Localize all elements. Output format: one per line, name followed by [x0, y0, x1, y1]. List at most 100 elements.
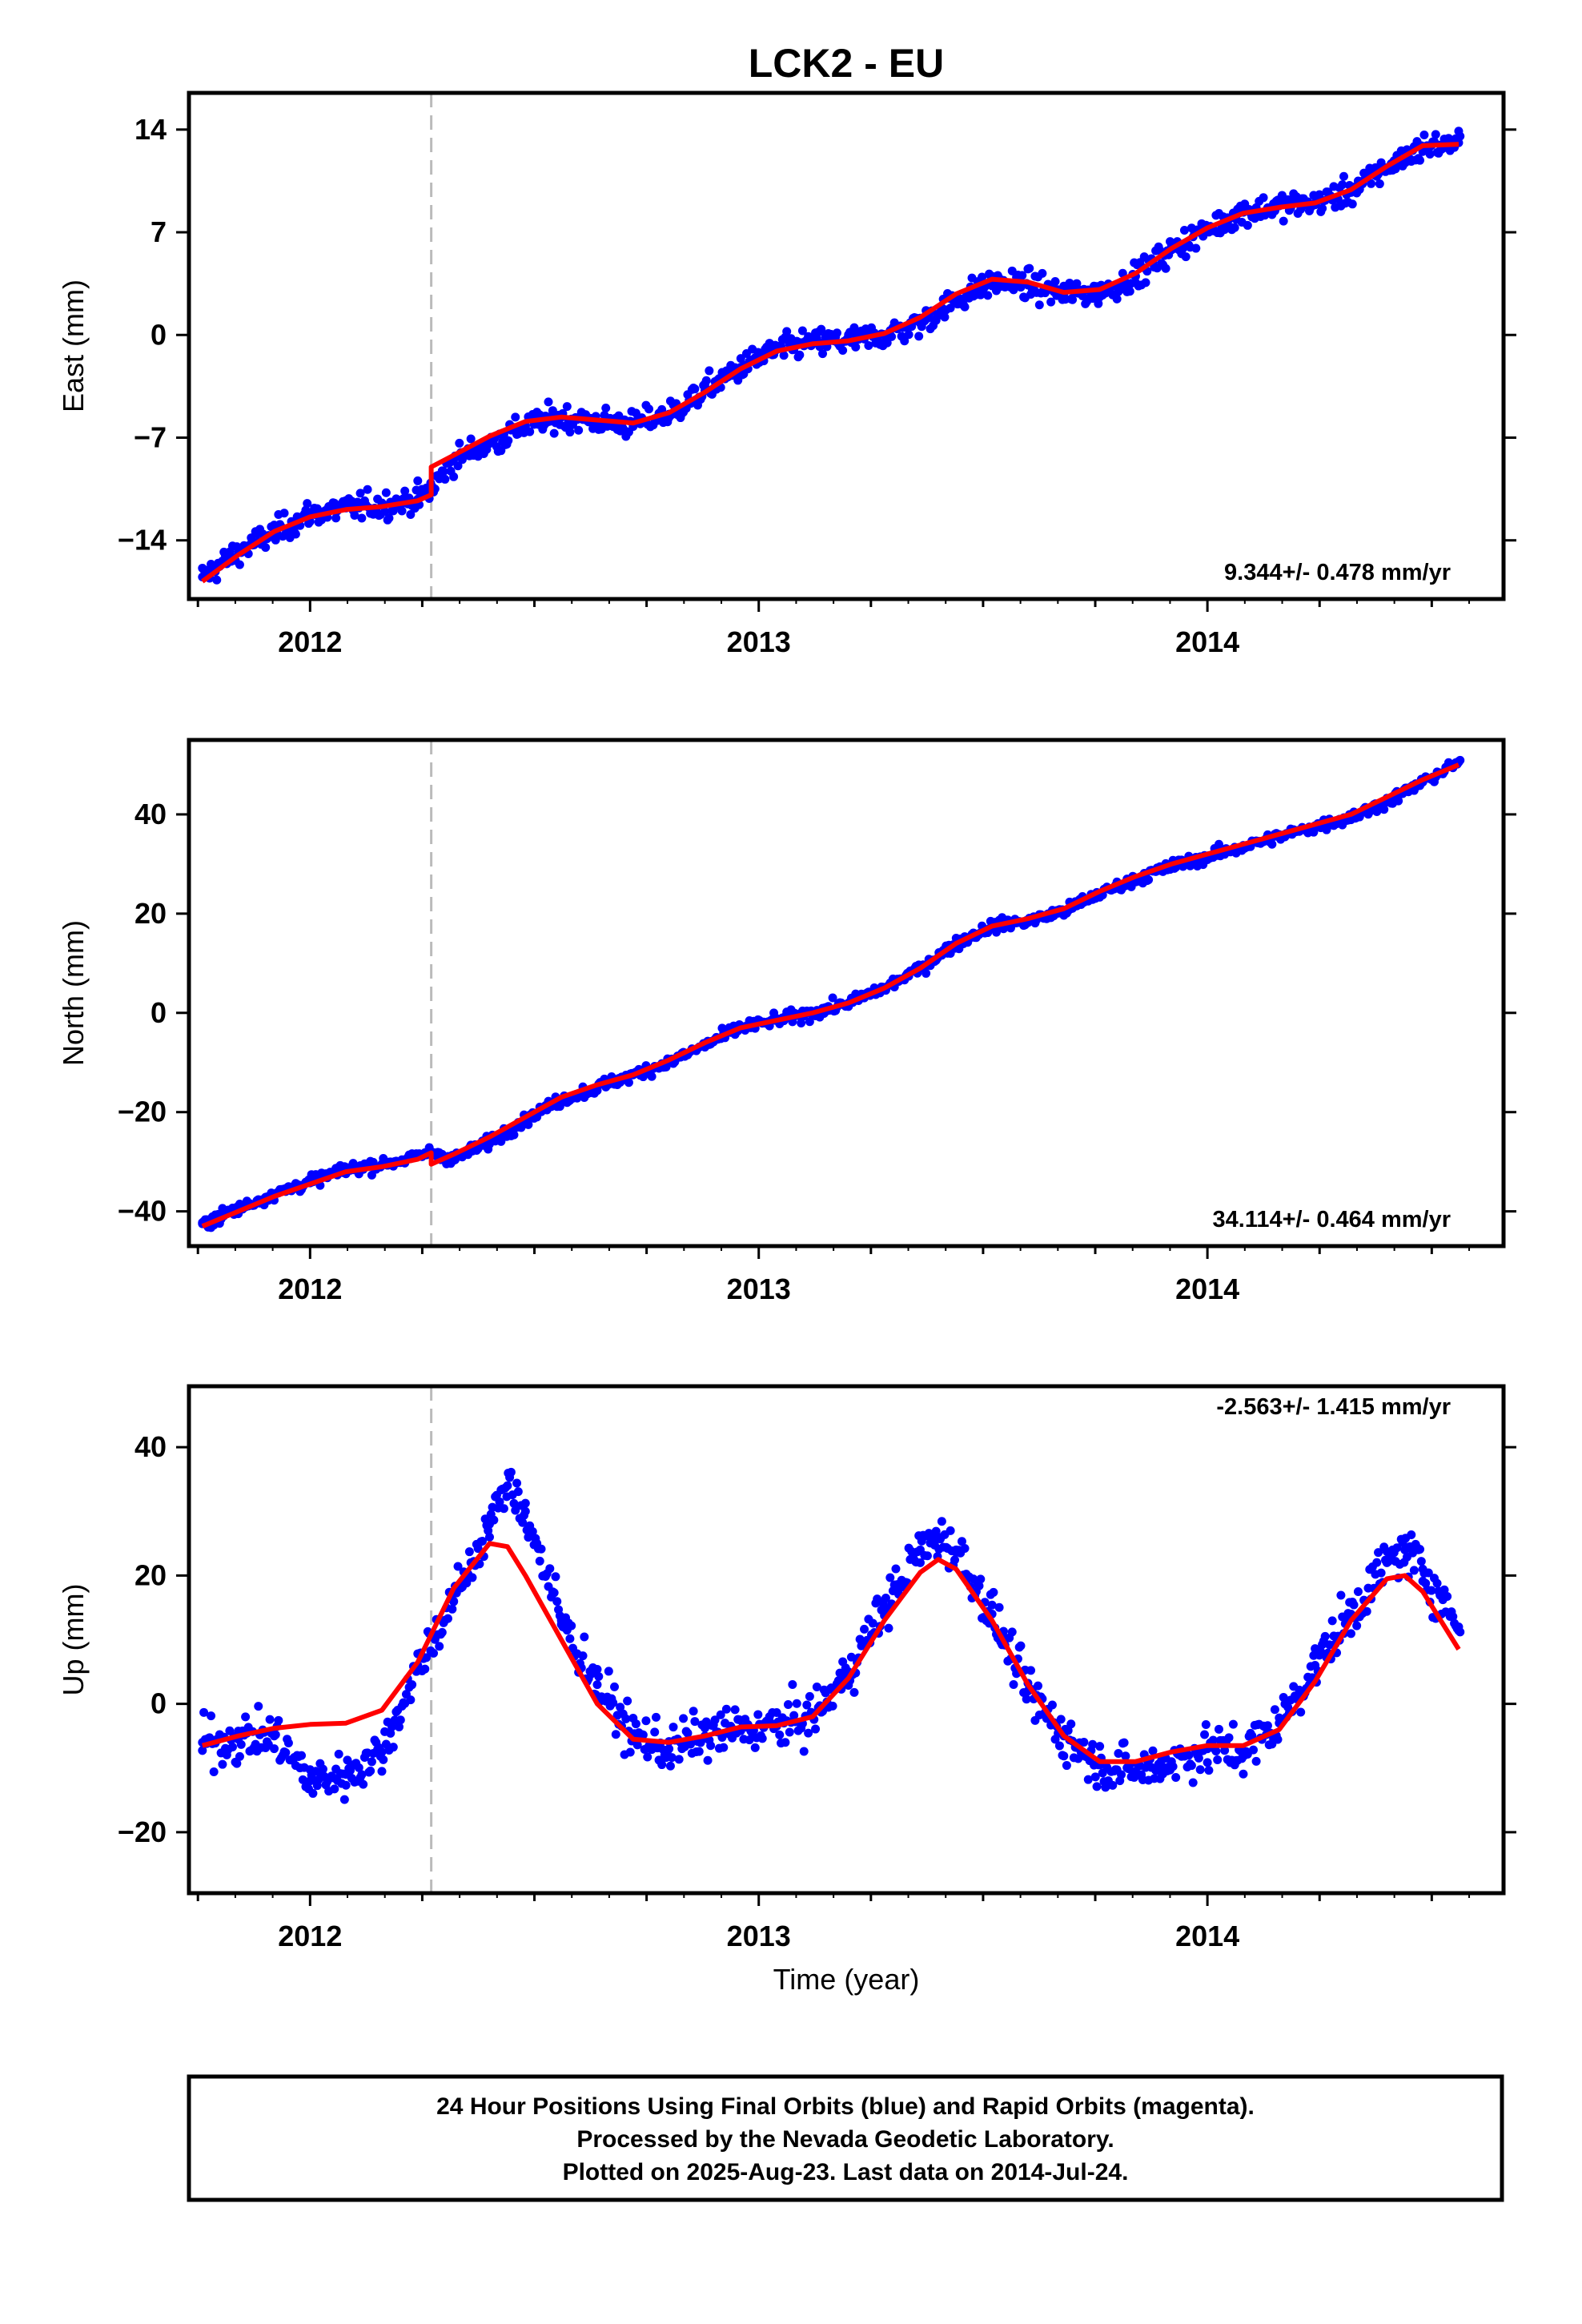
data-point	[868, 1618, 877, 1628]
data-point	[551, 1572, 560, 1582]
data-point	[828, 1701, 837, 1711]
x-tick-label: 2014	[1175, 1920, 1239, 1952]
data-point	[1456, 1627, 1465, 1637]
data-point	[753, 1710, 763, 1719]
data-point	[663, 1746, 673, 1755]
data-point	[1336, 1590, 1346, 1600]
data-point	[849, 1687, 859, 1697]
data-point	[1007, 1627, 1017, 1637]
data-point	[400, 486, 410, 496]
data-point	[1415, 1545, 1425, 1554]
north-panel: −40 −20 0 20 40 2012 2013 2014 North (mm) 34.114+…	[57, 738, 1516, 1305]
data-point	[269, 1744, 279, 1754]
data-point	[271, 1730, 280, 1739]
data-point	[1416, 1557, 1426, 1566]
data-point	[1108, 1780, 1118, 1790]
data-point	[367, 1757, 376, 1767]
data-point	[274, 1715, 283, 1725]
y-tick-label: 0	[151, 996, 167, 1029]
data-point	[1456, 755, 1465, 765]
data-point	[719, 1743, 729, 1752]
data-point	[437, 1627, 447, 1637]
data-point	[207, 1711, 216, 1721]
data-point	[1034, 1681, 1043, 1691]
data-point	[976, 1574, 986, 1584]
data-point	[1148, 1746, 1158, 1755]
data-point	[1208, 1735, 1218, 1745]
data-point	[1141, 278, 1150, 287]
data-point	[1200, 1730, 1210, 1739]
data-point	[1118, 268, 1127, 278]
data-point	[1188, 1778, 1198, 1787]
data-point	[1220, 1746, 1230, 1755]
data-point	[1168, 1762, 1178, 1771]
data-point	[1112, 294, 1122, 304]
y-axis-label: East (mm)	[57, 279, 90, 412]
data-point	[520, 1510, 529, 1520]
plot-frame	[187, 738, 1506, 1248]
data-point	[1432, 1578, 1442, 1588]
footer-line-2: Processed by the Nevada Geodetic Laborat…	[576, 2126, 1114, 2153]
data-point	[1353, 1586, 1363, 1596]
data-point	[1025, 263, 1034, 273]
data-point	[647, 1072, 656, 1081]
data-point	[408, 1680, 417, 1690]
footer-line-3: Plotted on 2025-Aug-23. Last data on 201…	[563, 2159, 1129, 2185]
data-point	[1213, 1755, 1223, 1765]
data-point	[384, 513, 394, 523]
data-point	[608, 1698, 618, 1707]
data-point	[701, 376, 711, 385]
data-point	[611, 1730, 620, 1739]
data-point	[1349, 1600, 1359, 1610]
data-point	[983, 291, 993, 300]
data-point	[1018, 271, 1027, 280]
data-point	[915, 1558, 925, 1567]
data-point	[1079, 1738, 1089, 1747]
data-point	[946, 1526, 955, 1535]
data-point	[1062, 1761, 1071, 1771]
y-tick-label: −20	[118, 1815, 167, 1848]
data-point	[623, 1696, 632, 1706]
data-point	[1095, 1742, 1105, 1751]
data-point	[957, 1537, 966, 1546]
data-point	[330, 1784, 339, 1794]
data-point	[1171, 1772, 1181, 1782]
data-points	[198, 1467, 1465, 1804]
data-point	[644, 404, 654, 414]
data-point	[1083, 1775, 1093, 1784]
data-point	[1346, 1629, 1355, 1638]
data-point	[1034, 300, 1044, 310]
data-point	[716, 1710, 725, 1719]
plot-frame	[187, 1384, 1506, 1896]
data-point	[232, 1759, 242, 1768]
data-point	[683, 1728, 693, 1738]
data-point	[1347, 199, 1357, 209]
data-point	[913, 1547, 922, 1557]
x-tick-label: 2013	[727, 1920, 791, 1952]
data-point	[525, 427, 535, 436]
data-point	[1194, 1753, 1203, 1763]
data-point	[241, 1712, 251, 1722]
data-point	[960, 1544, 970, 1554]
data-point	[1026, 1666, 1036, 1675]
data-point	[387, 1722, 397, 1731]
data-point	[339, 1795, 349, 1804]
x-tick-label: 2013	[727, 1273, 791, 1305]
data-point	[291, 529, 300, 539]
data-point	[311, 1767, 320, 1776]
data-point	[1306, 1662, 1315, 1671]
data-point	[495, 1497, 504, 1506]
data-point	[781, 1738, 790, 1747]
data-point	[1211, 1747, 1221, 1756]
data-point	[616, 1703, 625, 1712]
data-point	[1427, 1586, 1436, 1595]
data-point	[380, 507, 390, 517]
data-points	[198, 755, 1465, 1232]
data-point	[650, 1727, 660, 1737]
data-point	[466, 434, 476, 444]
data-point	[891, 1564, 901, 1574]
data-point	[1191, 243, 1201, 253]
data-point	[721, 1704, 731, 1714]
data-point	[1296, 1707, 1306, 1717]
data-point	[297, 1751, 307, 1760]
